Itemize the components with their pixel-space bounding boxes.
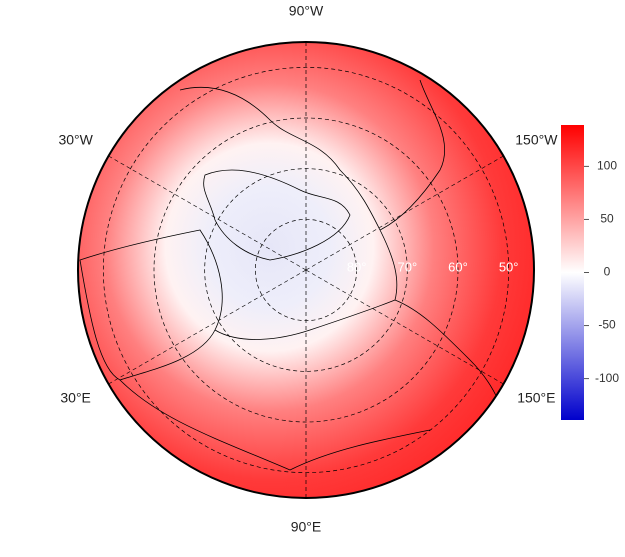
colorbar-tick-label: 0 xyxy=(604,265,611,279)
latitude-label: 70° xyxy=(397,259,417,274)
coastlines xyxy=(79,79,506,471)
latitude-label: 60° xyxy=(448,259,468,274)
longitude-label: 90°W xyxy=(289,3,324,19)
longitude-label: 90°E xyxy=(291,519,322,535)
polar-map: 80° 70° 60° 50° xyxy=(77,41,535,499)
longitude-label: 150°W xyxy=(515,132,558,148)
longitude-label: 30°W xyxy=(58,132,93,148)
meridian xyxy=(108,269,307,385)
colorbar-tick-label: 50 xyxy=(600,212,614,226)
latitude-label: 50° xyxy=(499,259,519,274)
colorbar-tick-label: 100 xyxy=(597,159,617,173)
colorbar-tick-label: -50 xyxy=(598,318,616,332)
longitude-label: 30°E xyxy=(60,390,91,406)
colorbar-tick-label: -100 xyxy=(595,371,619,385)
meridian xyxy=(305,155,504,271)
latitude-label: 80° xyxy=(347,259,367,274)
meridian xyxy=(108,155,307,271)
longitude-label: 150°E xyxy=(517,390,555,406)
colorbar-ramp xyxy=(561,125,584,420)
latitude-circle xyxy=(102,66,510,474)
colorbar: -100 -50 0 50 100 xyxy=(561,125,619,420)
latitude-circle xyxy=(153,117,459,423)
meridian xyxy=(305,269,504,385)
